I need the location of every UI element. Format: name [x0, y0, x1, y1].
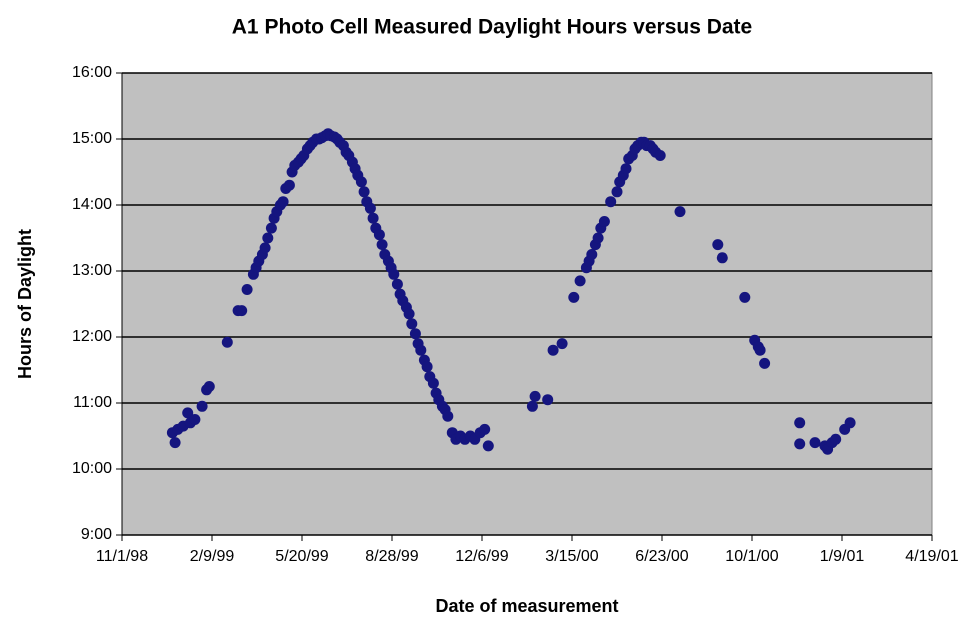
point [415, 344, 427, 356]
point [364, 202, 376, 214]
x-tick-label: 2/9/99 [190, 548, 235, 565]
point [189, 414, 201, 425]
point [611, 186, 623, 198]
point [529, 390, 541, 402]
point [482, 440, 494, 452]
point [283, 179, 295, 191]
y-tick-label: 11:00 [73, 394, 112, 411]
point [358, 186, 370, 198]
x-tick-label: 5/20/99 [275, 548, 328, 565]
point [403, 308, 415, 320]
point [442, 410, 454, 422]
point [712, 239, 724, 251]
point [355, 176, 367, 188]
point [547, 344, 559, 356]
y-tick-label: 13:00 [72, 262, 112, 279]
point [654, 150, 666, 161]
point [759, 357, 771, 369]
point [716, 252, 728, 264]
point [542, 394, 554, 406]
point [406, 318, 418, 330]
point [844, 417, 856, 429]
point [391, 278, 403, 290]
y-tick-label: 15:00 [72, 130, 112, 147]
point [574, 275, 586, 287]
point [739, 291, 751, 303]
point [367, 212, 379, 224]
point [241, 283, 253, 295]
x-tick-label: 1/9/01 [820, 548, 865, 565]
point [421, 361, 433, 373]
point [236, 305, 248, 317]
point [794, 438, 806, 450]
point [568, 291, 580, 303]
point [556, 338, 568, 350]
point [409, 328, 421, 340]
point [203, 381, 215, 392]
point [265, 222, 277, 234]
point [169, 437, 181, 449]
point [794, 417, 806, 429]
x-tick-label: 6/23/00 [635, 548, 688, 565]
point [605, 196, 617, 208]
point [479, 423, 491, 435]
point [376, 239, 388, 251]
y-tick-label: 16:00 [72, 64, 112, 81]
y-tick-label: 14:00 [72, 196, 112, 213]
point [196, 400, 208, 412]
y-axis-label: Hours of Daylight [15, 229, 35, 379]
point [427, 377, 439, 389]
y-tick-label: 10:00 [72, 460, 112, 477]
x-tick-label: 11/1/98 [96, 548, 148, 565]
point [830, 433, 842, 445]
x-axis-label: Date of measurement [435, 596, 618, 616]
y-tick-label: 9:00 [81, 526, 112, 543]
point [277, 196, 289, 208]
point [620, 163, 632, 175]
point [221, 336, 233, 348]
x-tick-label: 10/1/00 [725, 548, 778, 565]
point [809, 437, 821, 449]
y-tick-label: 12:00 [72, 328, 112, 345]
point [526, 400, 538, 412]
point [388, 268, 400, 280]
point [262, 232, 274, 244]
point [598, 216, 610, 227]
point [259, 242, 271, 254]
x-tick-label: 8/28/99 [365, 548, 418, 565]
point [592, 232, 604, 244]
point [373, 229, 385, 241]
point [182, 407, 194, 419]
point [586, 249, 598, 260]
point [674, 206, 686, 218]
chart-title: A1 Photo Cell Measured Daylight Hours ve… [232, 16, 752, 39]
plot-area [121, 72, 933, 536]
x-tick-label: 3/15/00 [545, 548, 598, 565]
x-tick-label: 4/19/01 [905, 548, 958, 565]
point [754, 344, 766, 356]
x-tick-label: 12/6/99 [455, 548, 508, 565]
